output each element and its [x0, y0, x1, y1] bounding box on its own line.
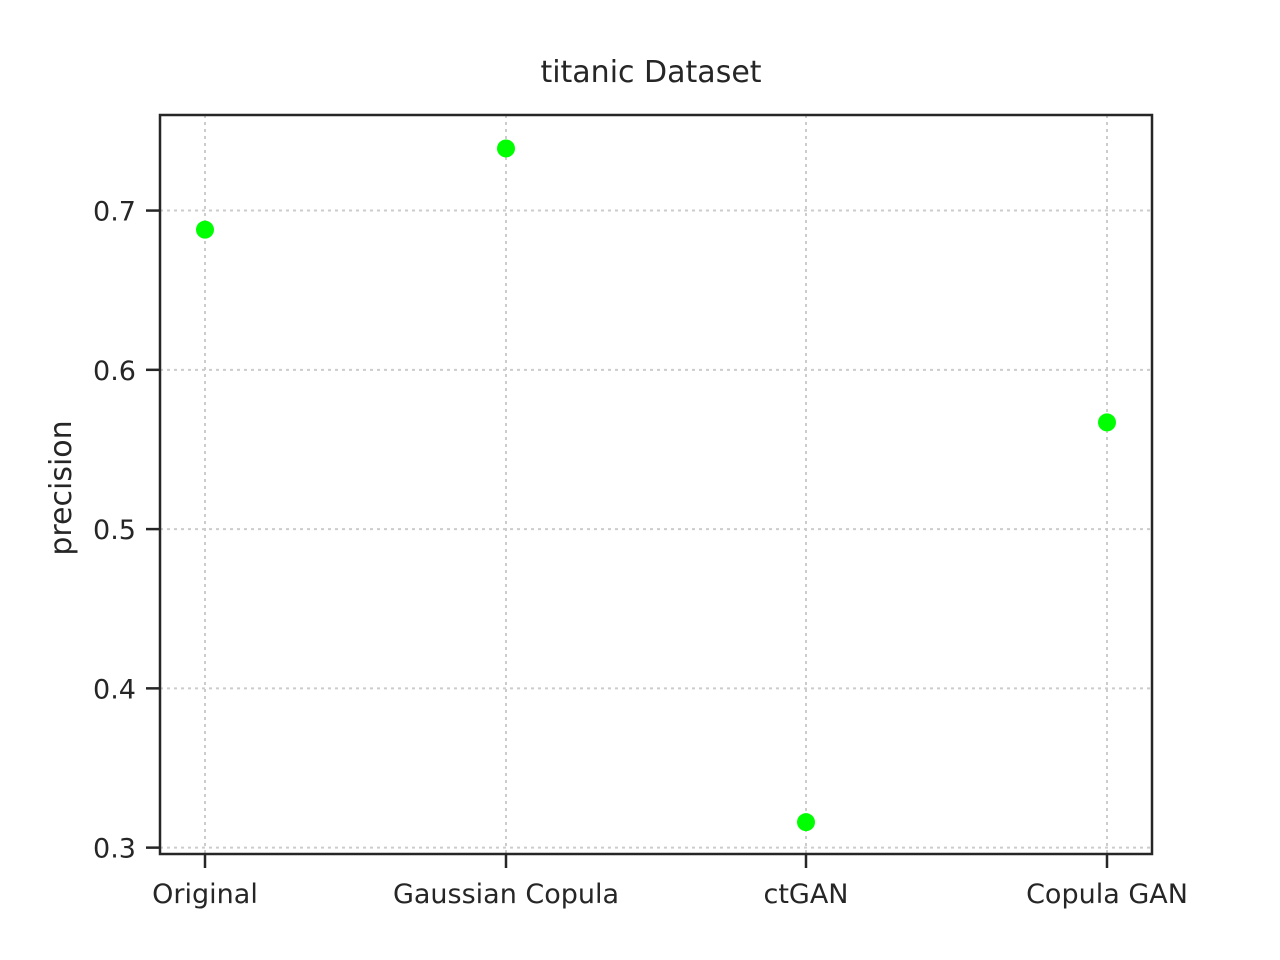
data-point: [497, 139, 515, 158]
y-tick-label: 0.5: [93, 515, 136, 546]
y-tick-label: 0.6: [93, 356, 136, 387]
y-tick-label: 0.3: [93, 834, 136, 865]
y-tick-label: 0.4: [93, 674, 136, 705]
data-point: [196, 220, 214, 239]
x-tick-label: Copula GAN: [1026, 879, 1188, 910]
x-tick-label: ctGAN: [763, 879, 848, 910]
x-tick-label: Original: [152, 879, 258, 910]
y-axis-label: precision: [44, 420, 79, 555]
ticks-layer: Original Gaussian Copula ctGAN Copula GAN 0.…: [93, 197, 1188, 910]
y-tick-label: 0.7: [93, 197, 136, 228]
points-layer: [196, 139, 1116, 832]
data-point: [1098, 413, 1116, 432]
plot-frame: [158, 113, 1154, 856]
grid-layer: [160, 115, 1152, 854]
data-point: [797, 813, 815, 832]
x-tick-label: Gaussian Copula: [393, 879, 619, 910]
chart-title: titanic Dataset: [540, 55, 761, 90]
